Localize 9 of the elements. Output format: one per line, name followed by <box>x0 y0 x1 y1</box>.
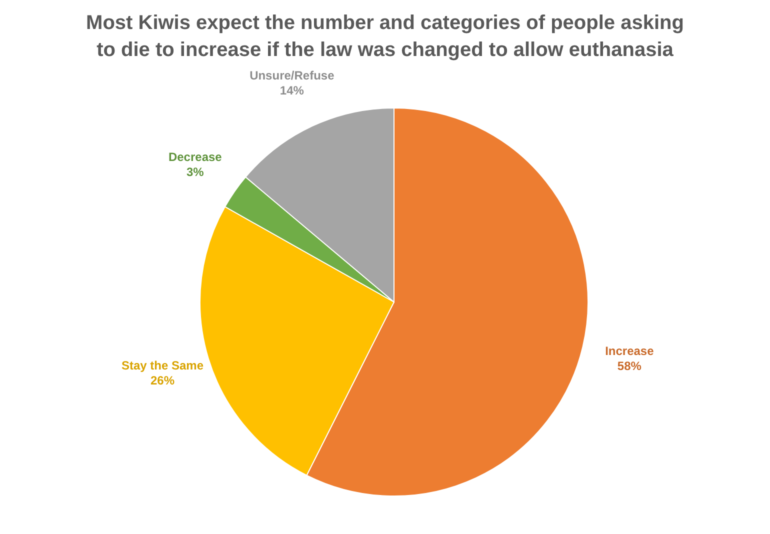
slice-label: Stay the Same <box>121 358 204 372</box>
data-label: 58% <box>617 358 642 373</box>
data-label: 26% <box>150 373 175 388</box>
data-label: 3% <box>186 165 204 180</box>
slice-label: Increase <box>605 344 654 358</box>
slice-label: Decrease <box>168 150 222 164</box>
slice-label: Unsure/Refuse <box>250 68 335 83</box>
chart-title: Most Kiwis expect the number and categories of people asking to die to increase if the law was changed to allow euthanasia <box>85 11 685 63</box>
data-label: 14% <box>280 84 304 98</box>
